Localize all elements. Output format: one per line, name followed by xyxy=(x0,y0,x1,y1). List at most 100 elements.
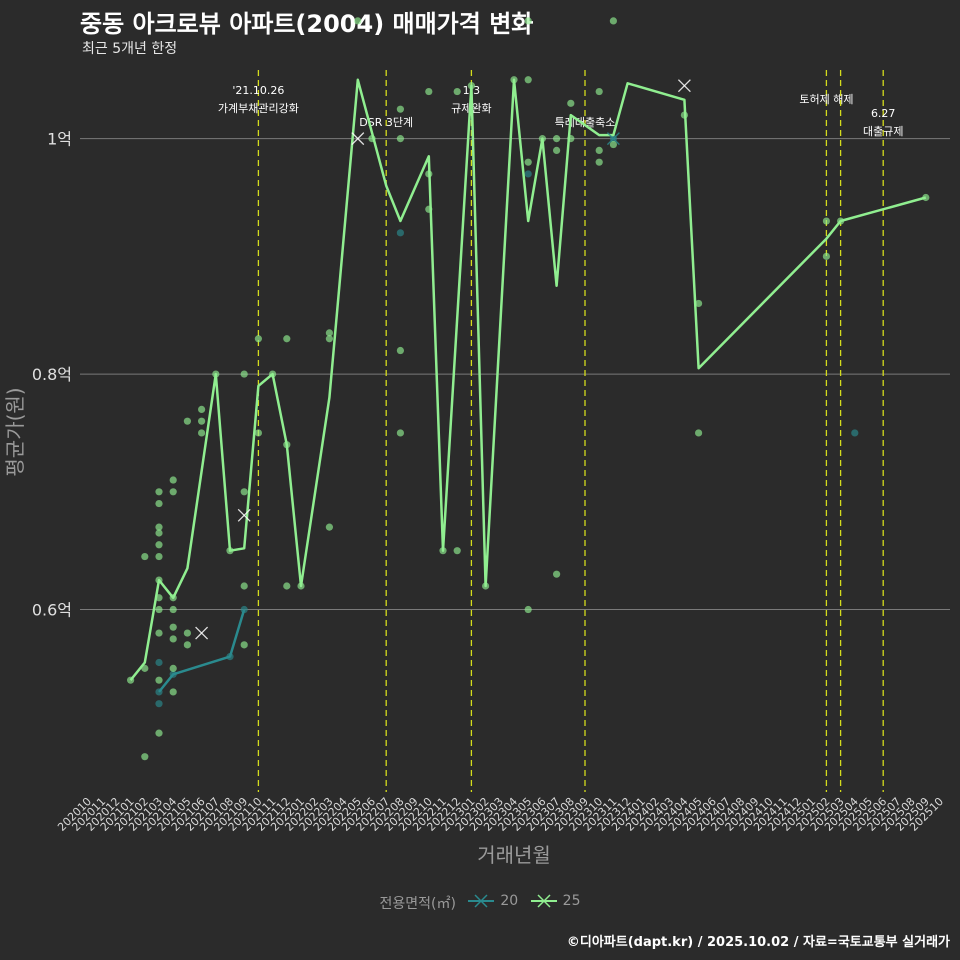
data-point-25 xyxy=(240,488,248,496)
data-point-25 xyxy=(396,105,404,113)
data-point-25 xyxy=(198,405,206,413)
data-point-25 xyxy=(567,99,575,107)
data-point-25 xyxy=(396,346,404,355)
event-label: 가계부채관리강화 xyxy=(218,102,299,115)
data-point-25 xyxy=(453,547,461,555)
y-tick-label: 0.8억 xyxy=(32,365,72,384)
data-point-20 xyxy=(155,700,163,708)
x-axis: 2020102020112020122021012021022021032021… xyxy=(55,795,946,834)
data-point-25 xyxy=(425,87,433,96)
data-point-20 xyxy=(396,229,404,237)
data-point-25 xyxy=(169,635,177,643)
data-point-25 xyxy=(141,552,149,561)
event-label: 6.27 xyxy=(871,107,896,120)
legend-label-20: 20 xyxy=(500,893,519,909)
x-mark-stroke xyxy=(606,132,620,146)
event-label: DSR 3단계 xyxy=(359,116,413,129)
data-point-25 xyxy=(524,76,532,84)
data-point-25 xyxy=(240,582,248,590)
data-point-25 xyxy=(155,499,163,508)
y-axis-label: 평균가(원) xyxy=(3,387,27,476)
x-mark-stroke xyxy=(237,508,251,522)
event-label: 토허제 해제 xyxy=(799,92,853,106)
y-axis: 0.6억 0.8억 1억 xyxy=(32,130,72,620)
data-point-25 xyxy=(922,193,930,202)
legend-item-25: 25 xyxy=(530,893,581,909)
data-point-25 xyxy=(183,629,191,637)
data-point-25 xyxy=(169,688,177,696)
data-point-25 xyxy=(155,605,163,614)
data-point-25 xyxy=(254,429,262,437)
x-mark-stroke xyxy=(195,626,209,640)
event-label: '21.10.26 xyxy=(232,84,284,97)
data-point-25 xyxy=(155,629,163,637)
data-point-25 xyxy=(609,17,618,25)
data-point-25 xyxy=(169,605,177,614)
data-point-25 xyxy=(183,417,191,425)
chart-title: 중동 아크로뷰 아파트(2004) 매매가격 변화 xyxy=(80,10,534,38)
data-point-25 xyxy=(822,252,831,260)
legend-swatch-25 xyxy=(530,894,557,908)
data-point-25 xyxy=(822,217,831,225)
data-point-25 xyxy=(155,529,163,537)
data-point-25 xyxy=(354,17,362,25)
data-point-25 xyxy=(609,140,618,149)
legend-swatch-20 xyxy=(468,894,495,908)
x-mark-25 xyxy=(237,508,251,522)
x-mark-25 xyxy=(677,79,691,93)
event-label: 대출규제 xyxy=(863,125,903,138)
data-point-25 xyxy=(553,146,561,155)
legend-label-25: 25 xyxy=(562,893,581,909)
x-mark-25 xyxy=(351,132,365,146)
data-point-25 xyxy=(169,664,177,672)
x-mark-stroke xyxy=(351,132,365,146)
legend-item-20: 20 xyxy=(468,893,518,909)
data-point-25 xyxy=(553,570,561,578)
x-mark-stroke xyxy=(677,79,691,93)
data-point-25 xyxy=(198,429,206,437)
data-point-25 xyxy=(595,146,603,155)
series-line-20 xyxy=(158,609,246,693)
data-point-25 xyxy=(283,335,291,343)
data-point-25 xyxy=(155,541,163,549)
data-point-25 xyxy=(695,299,703,308)
y-tick-label: 0.6억 xyxy=(32,601,72,620)
data-point-25 xyxy=(595,158,603,166)
data-point-25 xyxy=(325,335,333,343)
data-point-25 xyxy=(695,429,703,437)
data-point-25 xyxy=(325,329,333,337)
data-point-20 xyxy=(155,658,163,667)
data-point-25 xyxy=(396,429,404,437)
data-point-25 xyxy=(169,476,177,484)
series-line-25 xyxy=(129,78,927,681)
data-point-25 xyxy=(155,729,163,737)
legend: 전용면적(㎡) 20 25 xyxy=(0,893,960,913)
x-axis-label: 거래년월 xyxy=(477,843,551,867)
event-label: 특례대출축소 xyxy=(555,116,616,129)
x-mark-25 xyxy=(195,626,209,640)
data-point-25 xyxy=(325,523,333,531)
data-point-25 xyxy=(240,641,248,649)
data-point-25 xyxy=(155,676,163,684)
data-point-25 xyxy=(155,488,163,496)
data-point-25 xyxy=(524,605,532,614)
data-point-25 xyxy=(595,87,603,96)
data-point-25 xyxy=(453,87,461,96)
data-points xyxy=(127,17,930,761)
data-point-25 xyxy=(198,417,206,425)
data-point-20 xyxy=(524,170,532,178)
data-point-25 xyxy=(240,370,248,378)
data-point-25 xyxy=(155,523,163,531)
chart-subtitle: 최근 5개년 한정 xyxy=(82,41,178,57)
data-point-25 xyxy=(524,17,532,25)
x-mark-20 xyxy=(606,132,620,146)
data-point-25 xyxy=(396,135,404,143)
data-point-25 xyxy=(183,641,191,649)
data-point-25 xyxy=(283,582,291,590)
grid-lines xyxy=(80,138,950,611)
source-caption: ©디아파트(dapt.kr) / 2025.10.02 / 자료=국토교통부 실… xyxy=(566,935,950,950)
series-x-marks xyxy=(195,79,691,640)
data-point-25 xyxy=(155,552,163,561)
